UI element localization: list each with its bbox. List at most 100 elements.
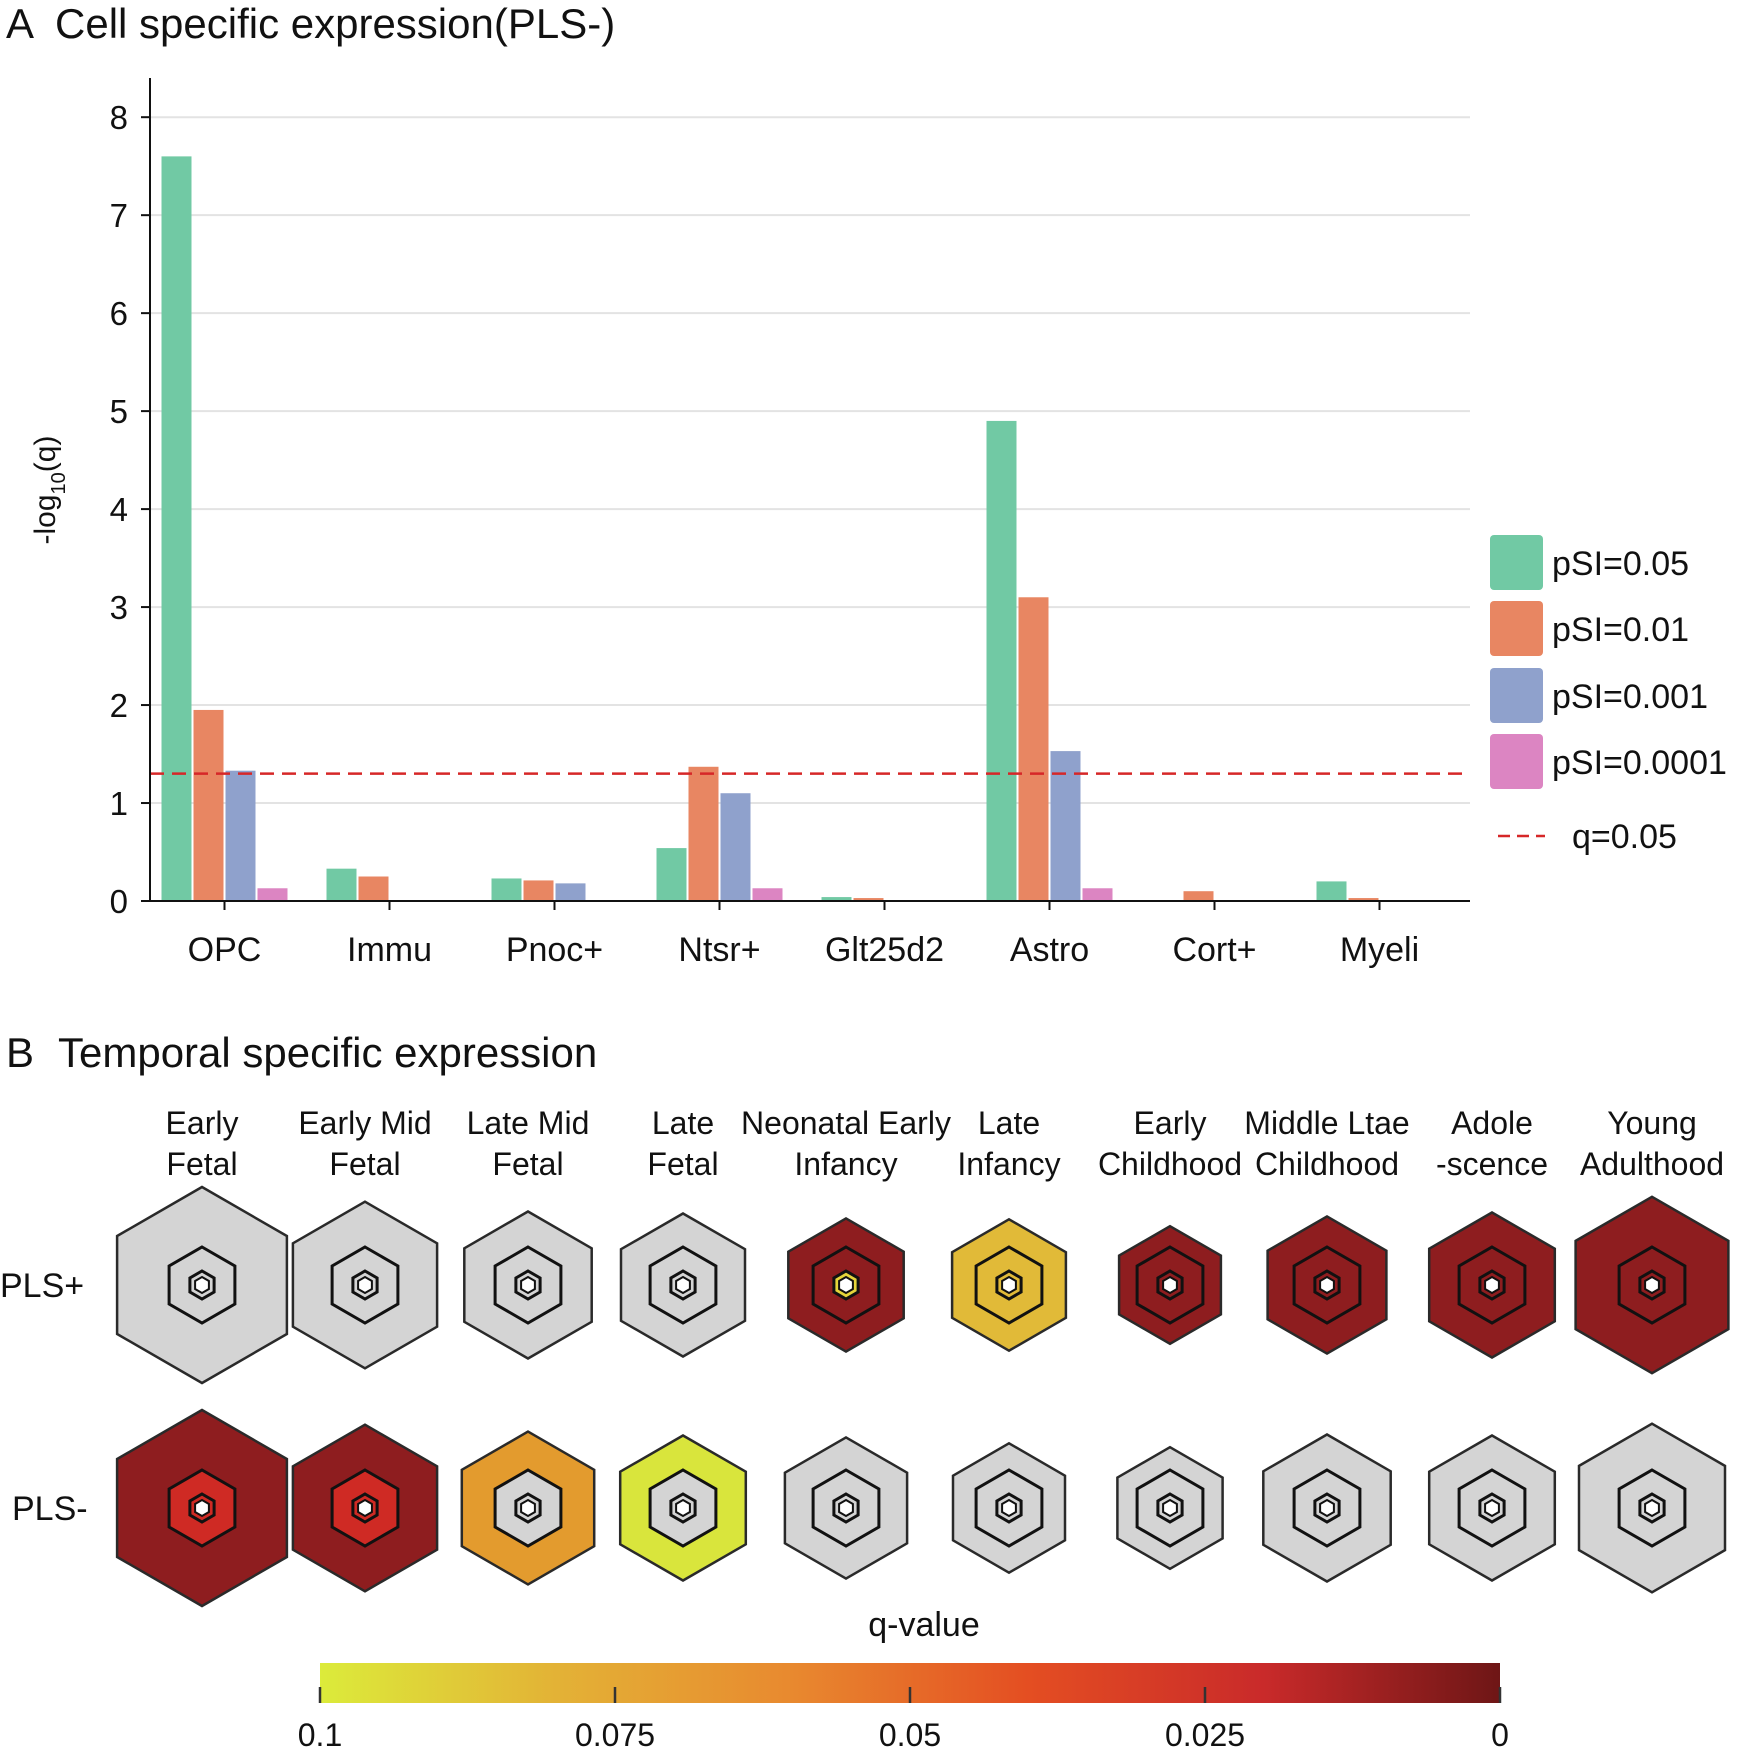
bar (1050, 751, 1081, 901)
column-label: Neonatal Early (741, 1105, 951, 1141)
legend-label: q=0.05 (1572, 818, 1677, 856)
bar (720, 793, 751, 901)
hex-center (675, 1498, 691, 1518)
x-tick-label: Cort+ (1172, 931, 1256, 969)
column-label: Late (652, 1105, 714, 1141)
panel-a-letter: A (6, 0, 34, 47)
bar (1082, 888, 1113, 901)
hex-center (520, 1275, 536, 1295)
y-tick-label: 3 (110, 589, 128, 626)
hex-center (1484, 1275, 1500, 1295)
x-tick-label: Ntsr+ (678, 931, 760, 969)
colorbar-tick-label: 0.025 (1165, 1717, 1245, 1753)
legend-swatch (1490, 734, 1543, 789)
hex-center (675, 1275, 691, 1295)
legend-swatch (1490, 535, 1543, 590)
bar (161, 156, 192, 901)
hex-center (1644, 1498, 1660, 1518)
y-tick-label: 8 (110, 99, 128, 136)
hex-center (357, 1498, 373, 1518)
legend-label: pSI=0.05 (1552, 545, 1689, 583)
colorbar: q-value 0.1 0.075 0.05 0.025 0 (298, 1606, 1509, 1753)
column-label: Infancy (794, 1146, 897, 1182)
y-tick-label: 5 (110, 393, 128, 430)
bar (523, 880, 554, 901)
bar (358, 876, 389, 901)
bar (688, 766, 719, 901)
bar (193, 709, 224, 901)
x-tick-label: Glt25d2 (825, 931, 944, 969)
column-label: Infancy (957, 1146, 1060, 1182)
column-label: Adulthood (1580, 1146, 1724, 1182)
hex-center (1644, 1275, 1660, 1295)
colorbar-title: q-value (868, 1606, 980, 1644)
bar (1018, 597, 1049, 901)
colorbar-tick-label: 0.075 (575, 1717, 655, 1753)
bar-chart: OPC Immu Pnoc+ Ntsr+ Glt25d2 Astro Cort+ Myeli 0… (29, 78, 1727, 969)
y-axis-label-tail: (q) (29, 436, 62, 473)
hex-center (194, 1498, 210, 1518)
colorbar-tick-label: 0.1 (298, 1717, 342, 1753)
x-tick-label: Astro (1010, 931, 1089, 969)
column-label: -scence (1436, 1146, 1548, 1182)
column-label: Childhood (1098, 1146, 1242, 1182)
column-label: Early (166, 1105, 239, 1141)
colorbar-tick-label: 0 (1491, 1717, 1509, 1753)
column-label: Adole (1451, 1105, 1533, 1141)
panel-b-letter: B (6, 1029, 34, 1076)
y-tick-label: 6 (110, 295, 128, 332)
legend-swatch (1490, 601, 1543, 656)
hex-center (1162, 1498, 1178, 1518)
y-axis-label-main: -log (29, 494, 62, 544)
legend-label: pSI=0.001 (1552, 678, 1708, 716)
column-label: Middle Ltae (1244, 1105, 1409, 1141)
legend-label: pSI=0.01 (1552, 611, 1689, 649)
bar (555, 883, 586, 901)
bar (656, 848, 687, 901)
hexagon-heatmap: Early Fetal Early Mid Fetal Late Mid Fetal Lat… (0, 1105, 1730, 1608)
column-label: Childhood (1255, 1146, 1399, 1182)
panel-b-title: Temporal specific expression (58, 1029, 597, 1076)
x-tick-label: OPC (188, 931, 262, 969)
bar (853, 898, 884, 901)
bar (225, 770, 256, 901)
y-tick-label: 7 (110, 197, 128, 234)
colorbar-tick-label: 0.05 (879, 1717, 941, 1753)
bar (821, 897, 852, 901)
column-label: Young (1607, 1105, 1697, 1141)
legend-label: pSI=0.0001 (1552, 744, 1727, 782)
x-tick-label: Pnoc+ (506, 931, 603, 969)
hex-center (357, 1275, 373, 1295)
x-tick-label: Immu (347, 931, 432, 969)
hex-center (1001, 1275, 1017, 1295)
hex-center (1162, 1275, 1178, 1295)
column-label: Late Mid (467, 1105, 590, 1141)
bar (257, 888, 288, 901)
hex-center (1001, 1498, 1017, 1518)
hex-center (1484, 1498, 1500, 1518)
hex-center (520, 1498, 536, 1518)
y-tick-label: 1 (110, 785, 128, 822)
bar (986, 420, 1017, 901)
column-label: Early Mid (298, 1105, 431, 1141)
y-tick-label: 2 (110, 687, 128, 724)
row-label: PLS- (12, 1490, 88, 1528)
column-label: Fetal (647, 1146, 718, 1182)
column-label: Fetal (329, 1146, 400, 1182)
bar (326, 868, 357, 901)
row-label: PLS+ (0, 1267, 84, 1305)
legend-swatch (1490, 668, 1543, 723)
bar (1348, 898, 1379, 901)
y-tick-label: 0 (110, 883, 128, 920)
bar (491, 878, 522, 901)
hex-center (838, 1498, 854, 1518)
bar (1183, 891, 1214, 901)
column-label: Fetal (166, 1146, 237, 1182)
panel-a-title: Cell specific expression(PLS-) (55, 0, 615, 47)
column-label: Late (978, 1105, 1040, 1141)
hex-center (838, 1275, 854, 1295)
y-axis-label-sub: 10 (48, 472, 70, 494)
bar (1316, 881, 1347, 901)
y-axis-label: -log10(q) (29, 436, 70, 545)
